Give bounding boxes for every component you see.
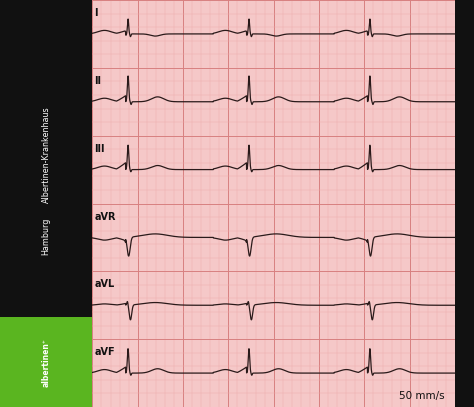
Text: 50 mm/s: 50 mm/s	[399, 391, 444, 401]
Bar	[0, 317, 92, 407]
Text: Albertinen-Krankenhaus: Albertinen-Krankenhaus	[42, 106, 51, 203]
Text: III: III	[94, 144, 105, 154]
Text: aVL: aVL	[94, 280, 115, 289]
Text: II: II	[94, 76, 101, 86]
Text: aVF: aVF	[94, 347, 115, 357]
Text: Hamburg: Hamburg	[42, 217, 51, 255]
Text: I: I	[94, 8, 98, 18]
Text: albertinen⁺: albertinen⁺	[42, 338, 51, 387]
Text: aVR: aVR	[94, 212, 116, 222]
